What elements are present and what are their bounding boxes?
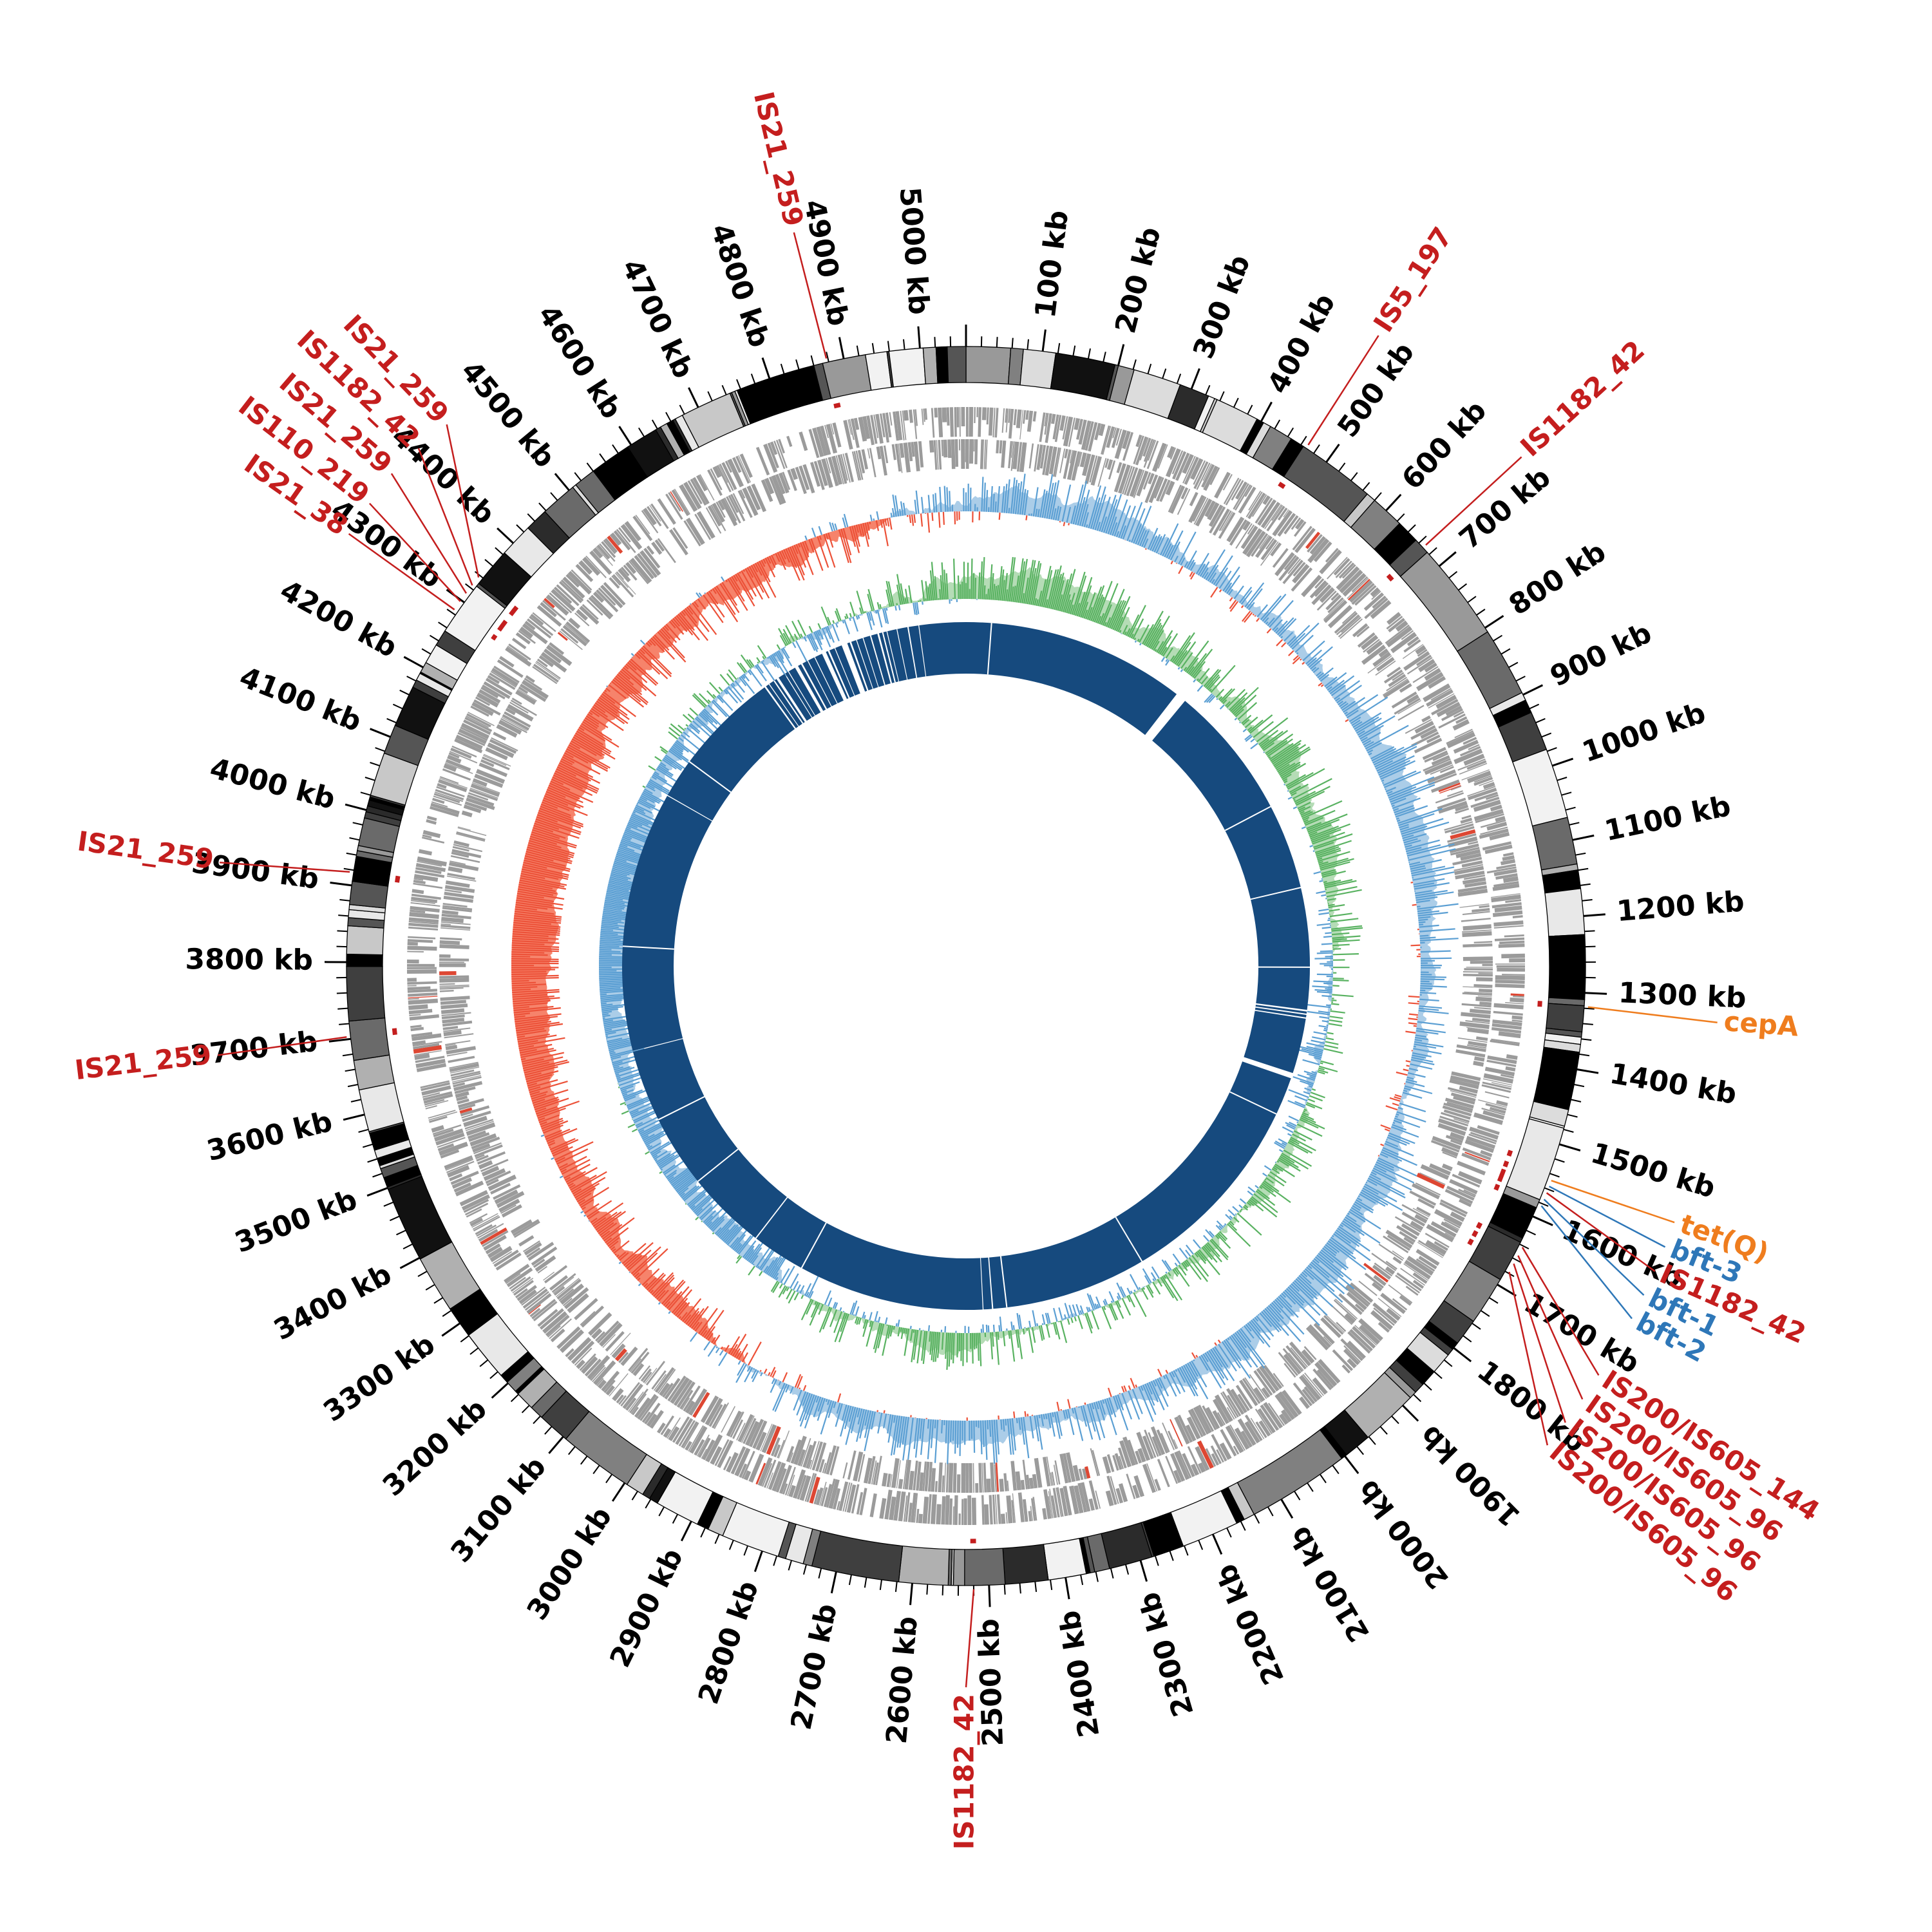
axis-tick-label: 600 kb xyxy=(1396,394,1493,496)
annotation-label: IS21_259 xyxy=(73,1038,213,1086)
leader-line xyxy=(1521,1247,1600,1376)
leader-line xyxy=(1546,1192,1656,1273)
leader-line xyxy=(348,533,455,611)
axis-tick-label: 3400 kb xyxy=(269,1258,397,1347)
leader-line xyxy=(1543,1198,1645,1296)
leader-line xyxy=(220,861,350,873)
axis-tick-label: 1000 kb xyxy=(1578,696,1710,769)
axis-tick-label: 3200 kb xyxy=(377,1392,493,1502)
axis-tick-label: 400 kb xyxy=(1262,289,1342,399)
axis-tick-label: 1400 kb xyxy=(1607,1057,1739,1111)
leader-line xyxy=(1425,456,1522,546)
axis-tick-label: 2600 kb xyxy=(880,1615,924,1745)
axis-tick-label: 2300 kb xyxy=(1133,1588,1200,1720)
axis-tick-label: 3600 kb xyxy=(204,1105,336,1168)
axis-tick-label: 300 kb xyxy=(1187,251,1257,363)
alignment-ring xyxy=(621,622,1311,1311)
annotation-leader-lines xyxy=(218,232,1718,1688)
axis-tick-label: 4800 kb xyxy=(704,220,775,351)
leader-line xyxy=(417,448,473,586)
leader-line xyxy=(1517,1255,1584,1400)
annotation-label: IS21_259 xyxy=(748,89,810,230)
leader-line xyxy=(1587,1006,1718,1023)
annotation-label: cepA xyxy=(1723,1005,1800,1043)
gene-ring-forward xyxy=(406,406,1526,1526)
axis-tick-label: 4700 kb xyxy=(615,254,700,383)
annotation-label: IS5_197 xyxy=(1367,222,1459,338)
axis-tick-label: 4000 kb xyxy=(207,752,339,816)
axis-tick-label: 3800 kb xyxy=(185,943,313,976)
leader-line xyxy=(1551,1180,1675,1224)
axis-tick-label: 2800 kb xyxy=(692,1577,765,1708)
axis-tick-label: 2100 kb xyxy=(1283,1520,1376,1647)
annotation-label: IS21_259 xyxy=(75,825,216,875)
leader-line xyxy=(218,1036,347,1056)
axis-tick-label: 3500 kb xyxy=(231,1183,362,1260)
annotation-label: IS1182_42 xyxy=(1514,334,1651,463)
leader-line xyxy=(1513,1263,1566,1423)
axis-tick-label: 200 kb xyxy=(1109,223,1168,336)
leader-line xyxy=(965,1589,975,1688)
axis-tick-label: 4200 kb xyxy=(274,574,402,664)
axis-tick-label: 4500 kb xyxy=(455,355,562,474)
axis-tick-label: 2700 kb xyxy=(785,1601,844,1733)
axis-tick-label: 700 kb xyxy=(1453,461,1557,556)
axis-tick-label: 3000 kb xyxy=(521,1501,619,1626)
leader-line xyxy=(1548,1186,1666,1248)
axis-tick-label: 1200 kb xyxy=(1615,885,1745,928)
axis-tick-label: 4600 kb xyxy=(531,299,628,425)
leader-line xyxy=(368,502,461,602)
leader-line xyxy=(390,473,468,594)
axis-tick-label: 800 kb xyxy=(1503,535,1612,621)
leader-line xyxy=(1508,1271,1549,1446)
leader-line xyxy=(793,232,828,359)
axis-tick-label: 100 kb xyxy=(1029,209,1075,320)
axis-tick-label: 500 kb xyxy=(1331,336,1421,443)
contig-ring xyxy=(346,346,1586,1586)
axis-tick-label: 1100 kb xyxy=(1602,790,1734,848)
axis-tick-label: 1500 kb xyxy=(1587,1137,1719,1205)
axis-tick-label: 2500 kb xyxy=(972,1618,1010,1747)
gc-content-track xyxy=(598,556,1363,1370)
axis-tick-label: 900 kb xyxy=(1545,616,1656,693)
axis-ticks xyxy=(324,325,1607,1607)
leader-line xyxy=(1307,335,1379,446)
axis-tick-label: 5000 kb xyxy=(893,186,936,316)
axis-tick-label: 3100 kb xyxy=(444,1450,553,1569)
leader-line xyxy=(1540,1205,1633,1320)
axis-tick-label: 3300 kb xyxy=(317,1328,441,1428)
axis-tick-label: 1900 kb xyxy=(1414,1419,1527,1533)
axis-tick-label: 2000 kb xyxy=(1351,1473,1455,1595)
axis-tick-label: 1300 kb xyxy=(1618,976,1747,1015)
leader-line xyxy=(446,424,480,578)
axis-tick-label: 2400 kb xyxy=(1053,1608,1106,1739)
axis-tick-label: 2900 kb xyxy=(603,1543,690,1672)
gene-ring-reverse xyxy=(439,439,1493,1493)
gc-skew-track xyxy=(511,473,1459,1464)
axis-tick-label: 4100 kb xyxy=(235,661,366,739)
is-element-marks xyxy=(392,402,1542,1544)
annotation-label: IS1182_42 xyxy=(949,1694,980,1850)
axis-tick-label: 2200 kb xyxy=(1209,1559,1291,1689)
